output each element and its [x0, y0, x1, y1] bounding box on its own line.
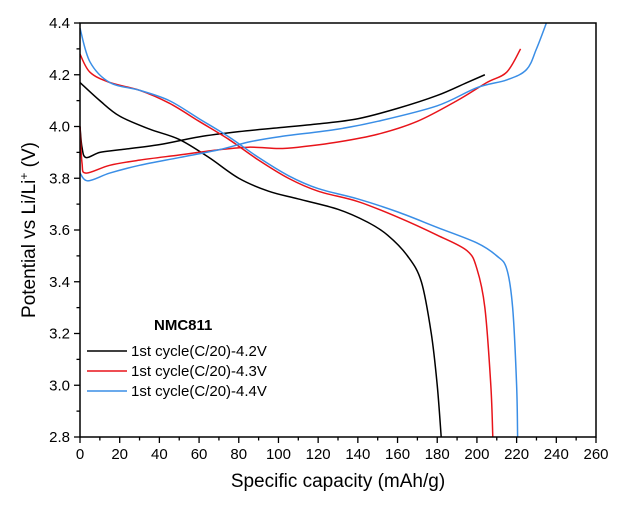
x-tick-label: 120 — [306, 446, 331, 463]
series-2-charge-line — [79, 48, 522, 174]
x-tick-label: 260 — [583, 446, 608, 463]
curves — [79, 22, 548, 438]
x-tick-label: 160 — [385, 446, 410, 463]
legend-label: 1st cycle(C/20)-4.3V — [131, 363, 267, 380]
y-tick-label: 4.4 — [49, 15, 70, 32]
x-tick-label: 140 — [345, 446, 370, 463]
legend-label: 1st cycle(C/20)-4.2V — [131, 343, 267, 360]
x-axis-label: Specific capacity (mAh/g) — [231, 471, 445, 492]
y-axis-label: Potential vs Li/Li+ (V) — [17, 142, 40, 318]
x-tick-label: 80 — [230, 446, 247, 463]
x-tick-label: 40 — [151, 446, 168, 463]
x-tick-label: 20 — [111, 446, 128, 463]
x-tick-label: 100 — [266, 446, 291, 463]
x-tick-label: 60 — [191, 446, 208, 463]
y-tick-label: 3.2 — [49, 326, 70, 343]
y-tick-label: 3.0 — [49, 377, 70, 394]
x-tick-label: 240 — [544, 446, 569, 463]
y-tick-label: 2.8 — [49, 429, 70, 446]
y-tick-label: 3.4 — [49, 274, 70, 291]
x-tick-label: 0 — [76, 446, 84, 463]
x-tick-label: 180 — [425, 446, 450, 463]
ticks: 0 20 40 60 80 100 120 140 160 180 200 220 240 260 2.8 3… — [49, 15, 608, 463]
series-1-discharge-line — [79, 81, 442, 438]
y-tick-label: 4.2 — [49, 67, 70, 84]
y-tick-label: 3.6 — [49, 222, 70, 239]
series-3-charge-line — [79, 22, 548, 182]
y-tick-label: 4.0 — [49, 119, 70, 136]
legend: NMC811 1st cycle(C/20)-4.2V 1st cycle(C/2… — [87, 317, 267, 400]
legend-title: NMC811 — [154, 317, 212, 334]
series-3-discharge-line — [79, 27, 519, 438]
y-tick-label: 3.8 — [49, 170, 70, 187]
legend-label: 1st cycle(C/20)-4.4V — [131, 383, 267, 400]
series-1-charge-line — [79, 74, 486, 159]
x-tick-label: 200 — [464, 446, 489, 463]
x-tick-label: 220 — [504, 446, 529, 463]
